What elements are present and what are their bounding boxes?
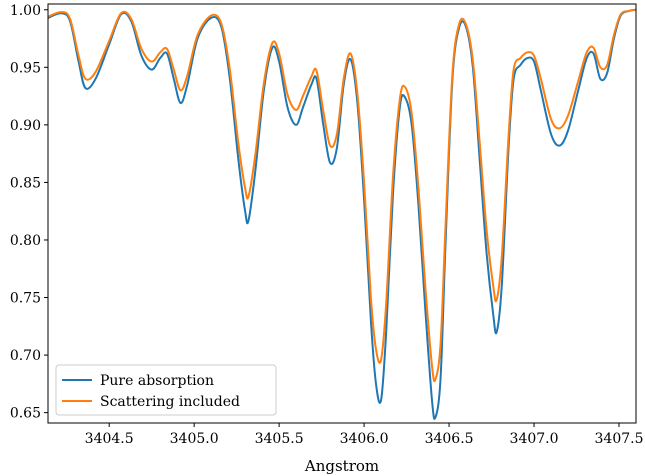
y-tick-label: 0.80 (10, 233, 41, 249)
x-axis-ticks: 3404.5 3405.0 3405.5 3406.0 3406.5 3407.0 3407… (85, 423, 644, 447)
x-tick-label: 3405.0 (170, 431, 219, 447)
plot-frame (47, 3, 637, 424)
x-tick-label: 3406.0 (340, 431, 389, 447)
x-tick-label: 3407.0 (510, 431, 559, 447)
x-tick-label: 3405.5 (255, 431, 304, 447)
x-tick-label: 3407.5 (595, 431, 644, 447)
y-tick-label: 0.85 (10, 175, 41, 191)
y-axis-ticks: 0.65 0.70 0.75 0.80 0.85 0.90 0.95 1.00 (10, 3, 48, 422)
x-tick-label: 3406.5 (425, 431, 474, 447)
y-tick-label: 0.65 (10, 406, 41, 422)
y-tick-label: 0.70 (10, 348, 41, 364)
y-tick-label: 1.00 (10, 3, 41, 19)
plot-lines (48, 8, 636, 420)
legend-label-pure-absorption: Pure absorption (100, 373, 214, 389)
y-tick-label: 0.75 (10, 291, 41, 307)
x-axis-label: Angstrom (304, 457, 379, 475)
legend: Pure absorption Scattering included (55, 364, 277, 416)
series-line-scattering-included (48, 8, 636, 383)
legend-box (55, 364, 277, 416)
legend-label-scattering-included: Scattering included (100, 394, 240, 410)
y-tick-label: 0.95 (10, 60, 41, 76)
y-tick-label: 0.90 (10, 118, 41, 134)
series-line-pure-absorption (48, 8, 636, 420)
x-tick-label: 3404.5 (85, 431, 134, 447)
